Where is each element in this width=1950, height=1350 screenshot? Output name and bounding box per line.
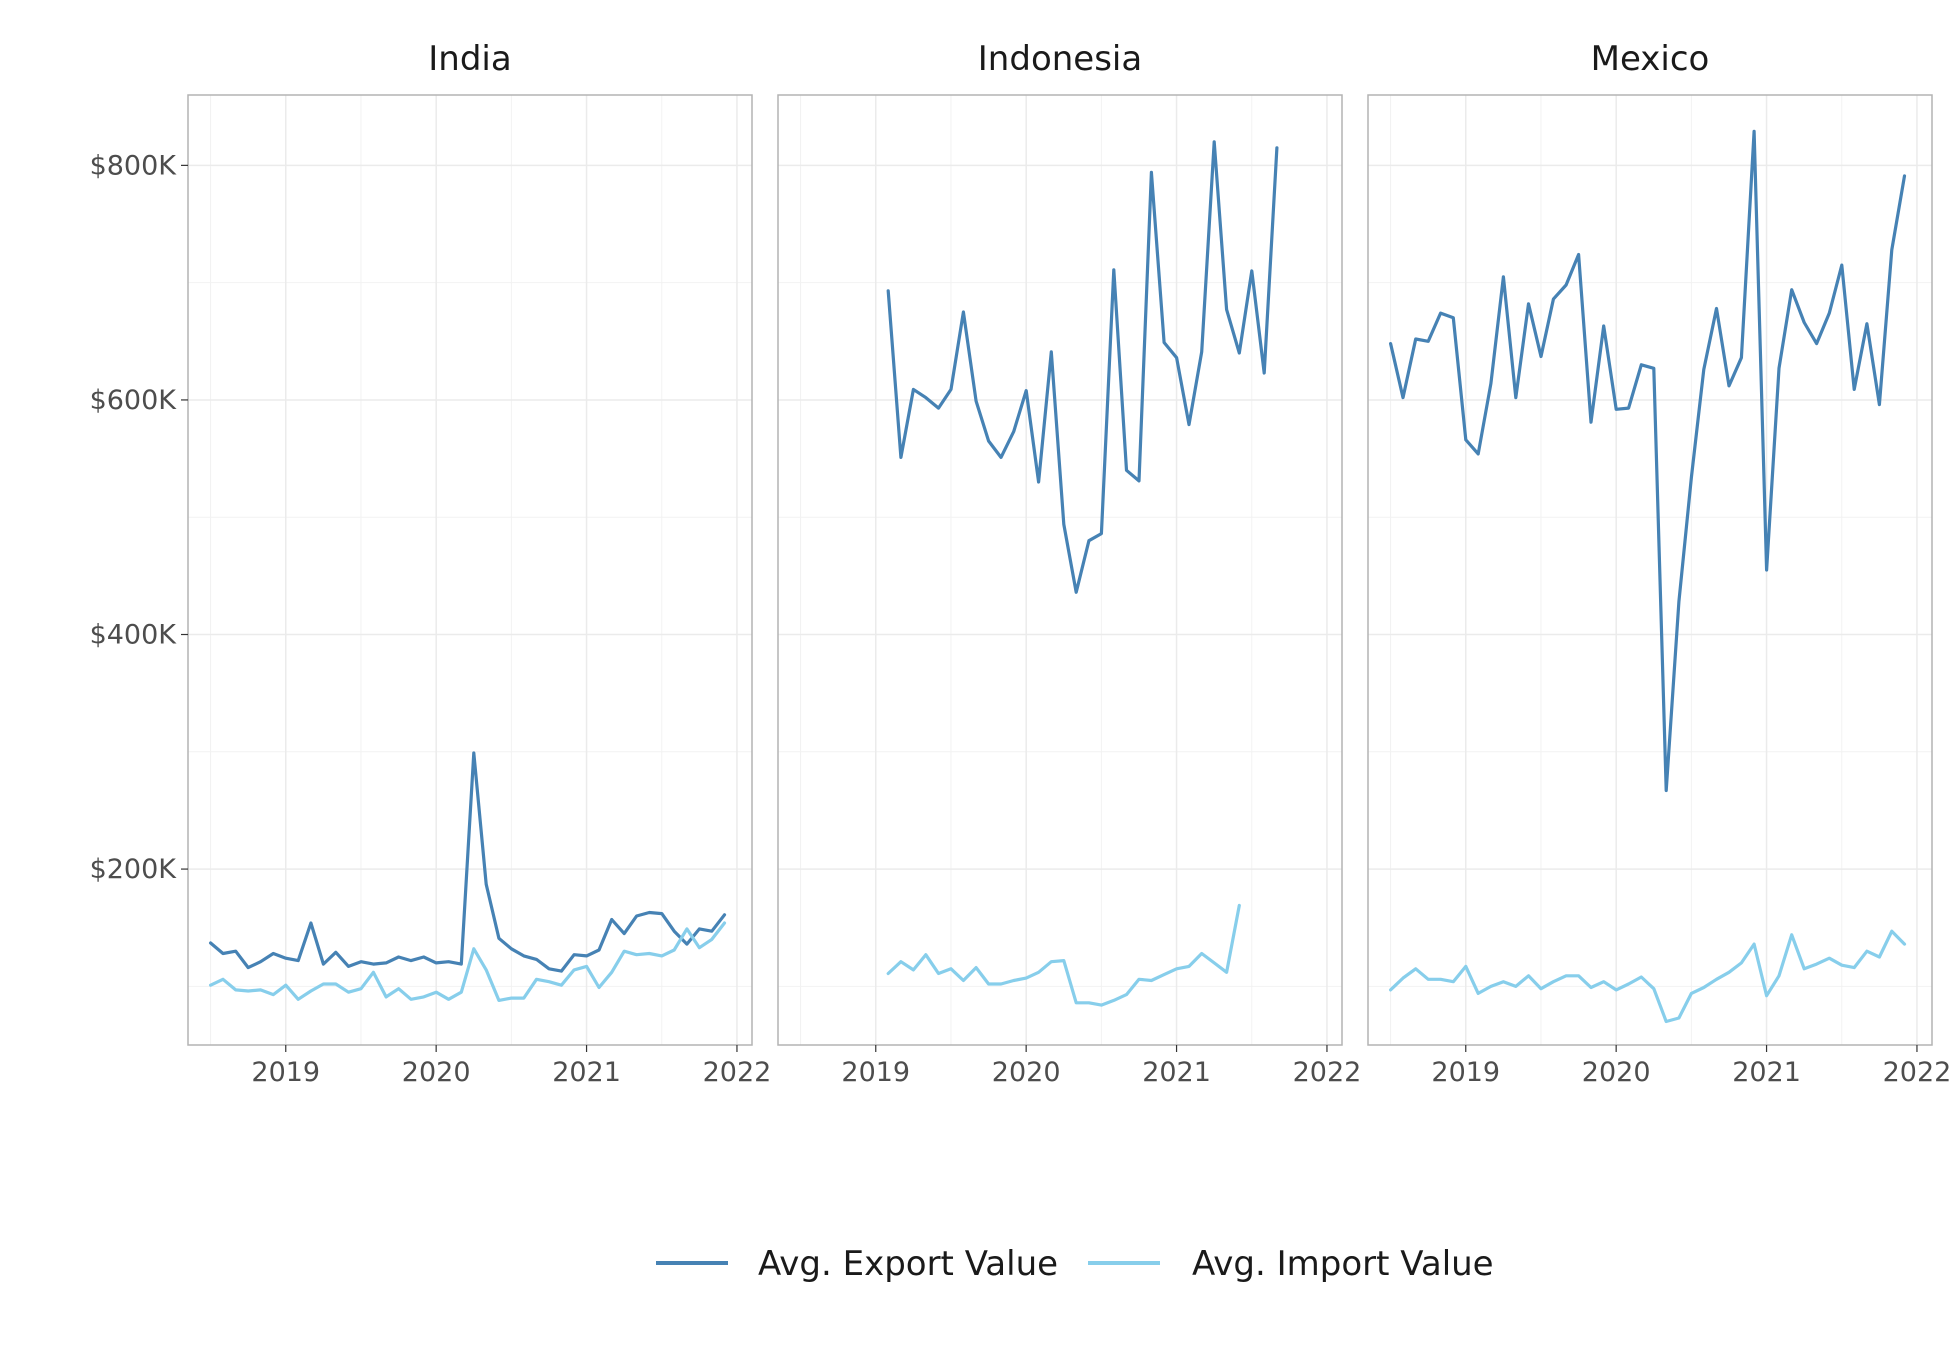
legend-label-import: Avg. Import Value [1192,1244,1494,1284]
x-tick-label: 2021 [552,1057,621,1088]
x-tick-label: 2020 [402,1057,471,1088]
series-line-import [1388,929,1907,1024]
x-tick-label: 2019 [1431,1057,1500,1088]
panel-border [187,94,753,1046]
series-line-export [886,140,1279,594]
x-tick-label: 2019 [251,1057,320,1088]
y-axis: $200K $400K $600K $800K [90,150,188,885]
panel-title: India [428,39,511,79]
panel-border [1367,94,1933,1046]
x-tick-label: 2020 [1582,1057,1651,1088]
x-tick-label: 2021 [1142,1057,1211,1088]
x-tick-label: 2022 [1883,1057,1950,1088]
series-line-import [209,921,727,1003]
series-line-import [886,903,1241,1007]
panel-indonesia: Indonesia 2019 2020 2021 2022 [777,39,1362,1088]
panel-india: India 2019 2020 2021 2022 [187,39,772,1088]
panel-mexico: Mexico 2019 2020 2021 2022 [1367,39,1950,1088]
legend: Avg. Export Value Avg. Import Value [656,1244,1494,1284]
facet-panels: India 2019 2020 2021 2022 Indonesia 2019 2020 20… [187,39,1950,1088]
panel-border [777,94,1343,1046]
y-tick-label: $400K [90,620,178,651]
legend-label-export: Avg. Export Value [758,1244,1058,1284]
panel-title: Indonesia [978,39,1142,79]
x-tick-label: 2021 [1732,1057,1801,1088]
panel-title: Mexico [1591,39,1710,79]
series-line-export [209,751,727,973]
y-tick-label: $600K [90,385,178,416]
x-tick-label: 2019 [841,1057,910,1088]
y-tick-label: $800K [90,150,178,181]
x-tick-label: 2020 [992,1057,1061,1088]
series-line-export [1388,129,1907,793]
x-tick-label: 2022 [703,1057,772,1088]
x-tick-label: 2022 [1293,1057,1362,1088]
y-tick-label: $200K [90,854,178,885]
